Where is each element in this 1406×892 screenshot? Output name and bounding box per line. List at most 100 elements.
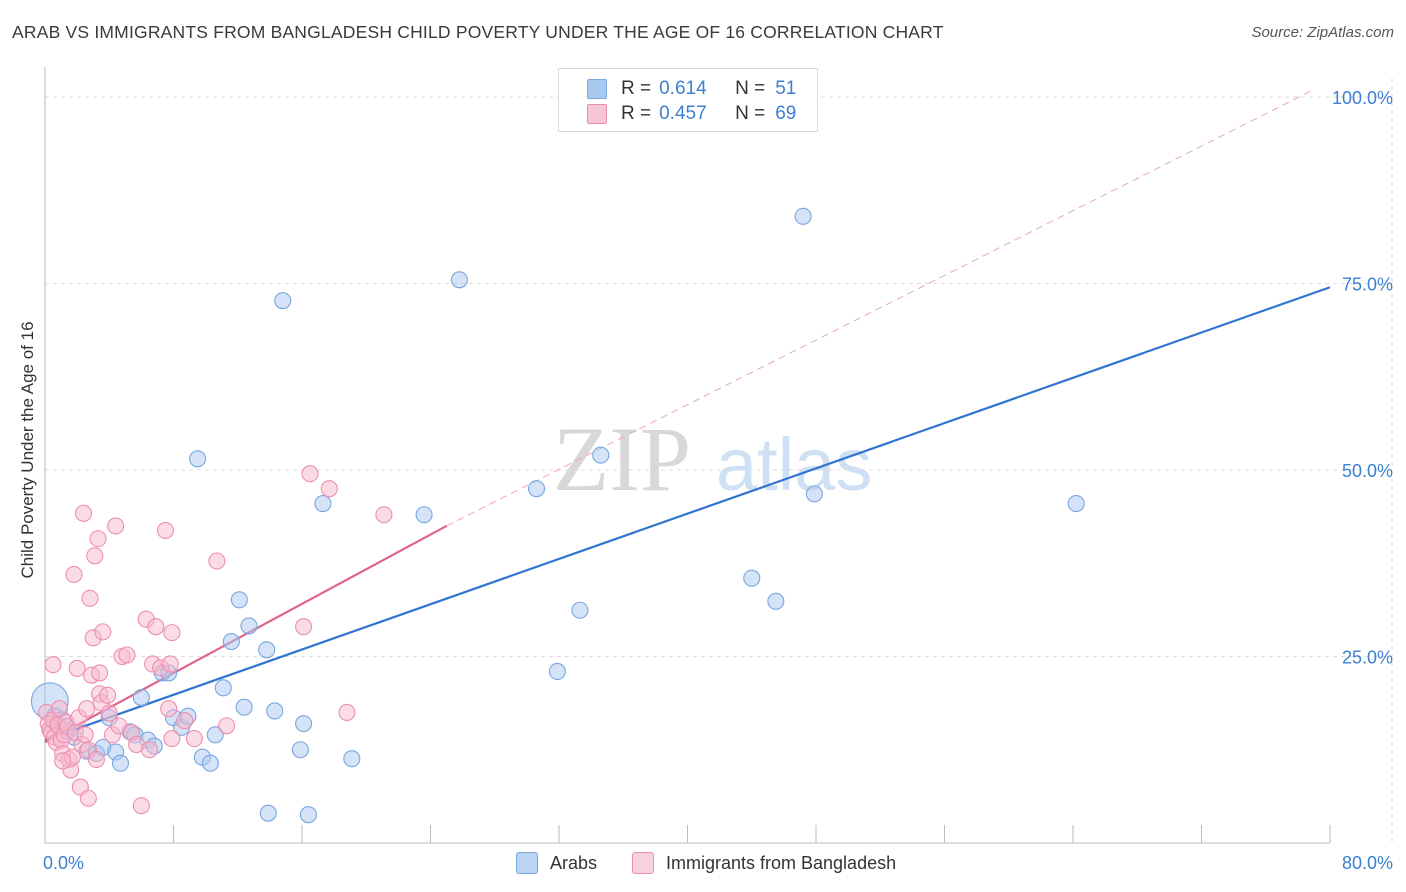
bangladesh-point bbox=[140, 741, 158, 759]
bangladesh-point bbox=[185, 730, 203, 748]
arab-point bbox=[548, 662, 566, 680]
arab-point bbox=[240, 617, 258, 635]
legend-n-label: N = bbox=[735, 103, 766, 124]
bangladesh-point bbox=[54, 752, 72, 770]
arab-point bbox=[527, 480, 546, 498]
arab-point bbox=[230, 591, 248, 609]
arab-point bbox=[274, 292, 292, 310]
legend-r-label: R = bbox=[621, 78, 652, 99]
legend-swatch-bangladesh bbox=[632, 852, 654, 874]
y-tick-label: 100.0% bbox=[1332, 88, 1393, 108]
arab-point bbox=[767, 592, 785, 610]
arab-point bbox=[314, 495, 332, 513]
arab-point bbox=[291, 741, 309, 759]
bangladesh-point bbox=[176, 712, 194, 730]
bangladesh-point bbox=[208, 552, 226, 570]
arab-point bbox=[743, 569, 761, 587]
bangladesh-point bbox=[65, 565, 83, 583]
bangladesh-point bbox=[338, 703, 356, 722]
legend-item-bangladesh: Immigrants from Bangladesh bbox=[632, 852, 896, 874]
bangladesh-point bbox=[156, 521, 175, 539]
bangladesh-point bbox=[163, 730, 181, 748]
bangladesh-point bbox=[107, 517, 125, 535]
bangladesh-point bbox=[163, 624, 181, 642]
bangladesh-point bbox=[76, 726, 94, 744]
y-axis-label-wrap: Child Poverty Under the Age of 16 bbox=[16, 300, 40, 600]
arab-point bbox=[1067, 495, 1085, 513]
arab-point bbox=[201, 754, 219, 772]
series-legend: Arabs Immigrants from Bangladesh bbox=[0, 852, 1406, 878]
legend-swatch-arabs bbox=[516, 852, 538, 874]
arab-point bbox=[235, 698, 253, 716]
arab-point bbox=[299, 806, 317, 824]
arab-point bbox=[343, 750, 361, 768]
bangladesh-points bbox=[38, 465, 393, 815]
bangladesh-point bbox=[89, 530, 107, 548]
correlation-legend: R = 0.614 N = 51 R = 0.457 N = 69 bbox=[558, 68, 818, 132]
arab-point bbox=[415, 506, 433, 524]
arab-point bbox=[258, 641, 276, 659]
bangladesh-point bbox=[375, 506, 393, 524]
y-tick-label: 50.0% bbox=[1342, 461, 1393, 481]
arab-point bbox=[206, 726, 224, 744]
bangladesh-point bbox=[217, 717, 236, 735]
arab-point bbox=[132, 688, 150, 707]
bangladesh-point bbox=[147, 618, 165, 636]
bangladesh-point bbox=[87, 750, 105, 768]
bangladesh-point bbox=[79, 789, 97, 807]
source-credit: Source: ZipAtlas.com bbox=[1251, 24, 1394, 41]
bangladesh-point bbox=[94, 623, 112, 641]
bangladesh-point bbox=[301, 465, 319, 483]
arab-point bbox=[571, 601, 589, 619]
x-tick-label: 0.0% bbox=[43, 853, 84, 873]
legend-n-value: 69 bbox=[775, 103, 797, 124]
watermark-atlas: atlas bbox=[716, 423, 872, 506]
bangladesh-point bbox=[160, 700, 178, 718]
x-tick-label: 80.0% bbox=[1342, 853, 1393, 873]
arab-point bbox=[794, 207, 812, 225]
watermark-zip: ZIP bbox=[553, 408, 691, 510]
legend-r-label: R = bbox=[621, 103, 652, 124]
bangladesh-point bbox=[118, 646, 136, 664]
arab-point bbox=[805, 485, 823, 503]
legend-r-value: 0.614 bbox=[659, 78, 707, 99]
legend-swatch-pink bbox=[587, 104, 607, 124]
arab-point bbox=[222, 633, 240, 651]
bangladesh-point bbox=[100, 704, 118, 722]
arab-point bbox=[592, 446, 610, 464]
arab-point bbox=[450, 271, 468, 289]
bangladesh-trend-extension bbox=[446, 89, 1315, 527]
legend-item-arabs: Arabs bbox=[516, 852, 597, 874]
tick-labels: 100.0% 75.0% 50.0% 25.0% 0.0% 80.0% bbox=[43, 88, 1393, 873]
zipatlas-watermark: ZIP atlas bbox=[553, 408, 872, 510]
arab-point bbox=[259, 804, 277, 822]
legend-label-bangladesh: Immigrants from Bangladesh bbox=[666, 852, 897, 873]
arabs-trend-line bbox=[44, 286, 1331, 742]
arab-point bbox=[111, 754, 130, 772]
bangladesh-point bbox=[132, 797, 150, 815]
bangladesh-point bbox=[68, 659, 86, 677]
bangladesh-point bbox=[161, 655, 179, 673]
legend-label-arabs: Arabs bbox=[550, 852, 598, 873]
bangladesh-point bbox=[44, 656, 62, 674]
y-axis-label: Child Poverty Under the Age of 16 bbox=[18, 321, 37, 579]
arab-point bbox=[266, 702, 284, 720]
arab-point bbox=[214, 679, 232, 697]
legend-n-value: 51 bbox=[775, 78, 797, 99]
bangladesh-point bbox=[75, 504, 93, 522]
legend-n-label: N = bbox=[735, 78, 766, 99]
bangladesh-point bbox=[91, 664, 109, 682]
arab-point bbox=[295, 715, 313, 733]
legend-row-bangladesh: R = 0.457 N = 69 bbox=[587, 102, 796, 126]
y-tick-label: 25.0% bbox=[1342, 648, 1393, 668]
chart-title: ARAB VS IMMIGRANTS FROM BANGLADESH CHILD… bbox=[12, 22, 944, 42]
y-tick-label: 75.0% bbox=[1342, 275, 1393, 295]
bangladesh-point bbox=[78, 700, 96, 718]
arab-point bbox=[189, 450, 207, 468]
bangladesh-point bbox=[81, 589, 99, 607]
bangladesh-point bbox=[320, 480, 338, 498]
legend-r-value: 0.457 bbox=[659, 103, 707, 124]
legend-row-arabs: R = 0.614 N = 51 bbox=[587, 77, 796, 101]
bangladesh-point bbox=[295, 618, 313, 636]
